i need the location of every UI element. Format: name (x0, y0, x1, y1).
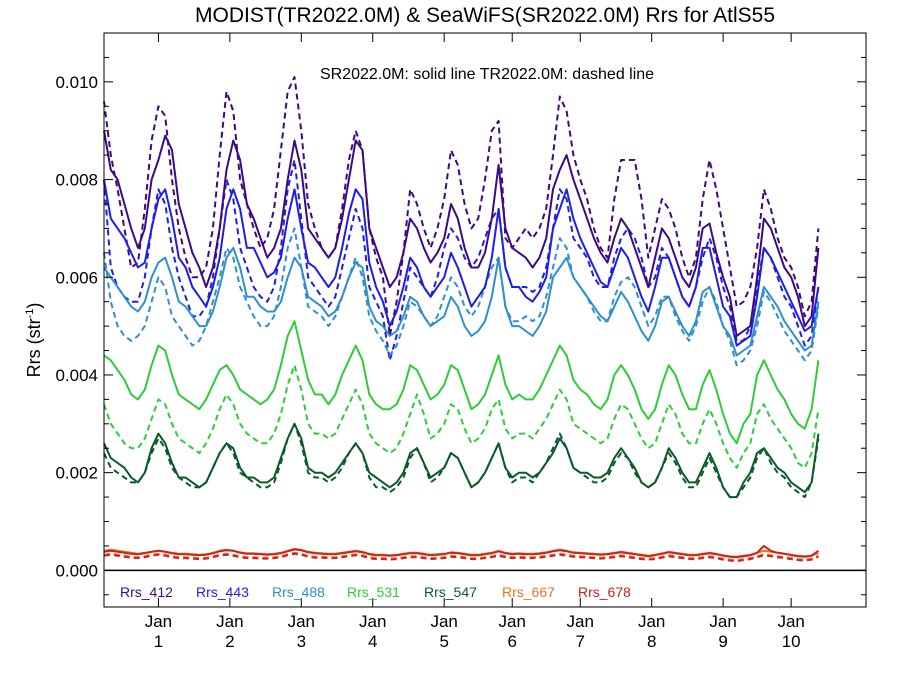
x-tick-label-year: 10 (782, 632, 801, 651)
series-line-rrs-443-solid (103, 179, 820, 347)
chart-title: MODIST(TR2022.0M) & SeaWiFS(SR2022.0M) R… (195, 4, 775, 27)
x-tick-label-year: 1 (154, 632, 163, 651)
x-tick-label-year: 6 (507, 632, 516, 651)
series-line-rrs-678-dashed (103, 552, 819, 563)
x-tick-label-year: 4 (368, 632, 377, 651)
legend-item-rrs-488: Rrs_488 (272, 584, 325, 600)
legend-item-rrs-678: Rrs_678 (578, 584, 631, 600)
x-tick-label-year: 8 (647, 632, 656, 651)
x-tick-label-month: Jan (359, 612, 386, 631)
x-tick-label-month: Jan (567, 612, 594, 631)
legend-item-rrs-531: Rrs_531 (347, 584, 400, 600)
y-axis-label-superscript: -1 (24, 309, 36, 319)
series-line-rrs-531-dashed (103, 364, 820, 469)
x-tick-label-month: Jan (499, 612, 526, 631)
x-tick-label-year: 9 (718, 632, 727, 651)
x-tick-label-month: Jan (288, 612, 315, 631)
x-tick-label-month: Jan (145, 612, 172, 631)
legend-item-rrs-547: Rrs_547 (424, 584, 477, 600)
series-line-rrs-412-solid (103, 130, 820, 337)
series-line-rrs-547-solid (103, 422, 820, 499)
y-tick-label: 0.008 (55, 171, 98, 190)
axis-ticks: 0.0000.0020.0040.0060.0080.010Jan1Jan2Ja… (55, 33, 866, 651)
legend-item-rrs-412: Rrs_412 (120, 584, 173, 600)
y-tick-label: 0.002 (55, 464, 98, 483)
y-tick-label: 0.006 (55, 268, 98, 287)
line-style-annotation: SR2022.0M: solid line TR2022.0M: dashed … (320, 66, 654, 83)
y-axis-label: Rrs (str-1) (24, 303, 44, 378)
y-tick-label: 0.004 (55, 366, 98, 385)
y-tick-label: 0.010 (55, 73, 98, 92)
legend-item-rrs-667: Rrs_667 (502, 584, 555, 600)
x-tick-label-month: Jan (430, 612, 457, 631)
legend-item-rrs-443: Rrs_443 (196, 584, 249, 600)
series-line-rrs-488-dashed (103, 227, 820, 367)
series-line-rrs-412-dashed (103, 76, 820, 337)
x-tick-label-month: Jan (709, 612, 736, 631)
x-tick-label-year: 5 (439, 632, 448, 651)
series-line-rrs-531-solid (103, 320, 820, 445)
series-line-rrs-488-solid (103, 246, 820, 357)
y-axis-label-close: ) (24, 303, 44, 309)
x-tick-label-month: Jan (777, 612, 804, 631)
x-tick-label-month: Jan (638, 612, 665, 631)
series-lines (103, 76, 820, 563)
x-tick-label-month: Jan (216, 612, 243, 631)
x-tick-label-year: 2 (225, 632, 234, 651)
legend: Rrs_412 Rrs_443 Rrs_488 Rrs_531 Rrs_547 Rrs_6… (120, 584, 631, 600)
x-tick-label-year: 7 (576, 632, 585, 651)
x-tick-label-year: 3 (297, 632, 306, 651)
y-tick-label: 0.000 (55, 561, 98, 580)
plot-frame (103, 32, 867, 608)
series-line-rrs-678-solid (103, 544, 819, 559)
y-axis-label-main: Rrs (str (24, 318, 44, 377)
